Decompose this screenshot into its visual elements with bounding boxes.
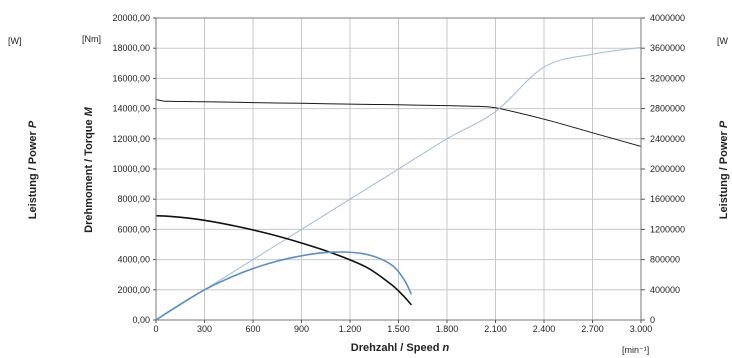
series-line-1 [155,99,642,147]
plot-frame [153,17,645,323]
outer-left-axis-title: Leistung / Power P [27,120,39,219]
x-tick-label: 900 [294,324,309,334]
y-left-tick-label: 8000,00 [117,194,150,204]
y-right-tick-label: 2000000 [650,164,685,174]
chart-series [155,46,642,321]
y-right-tick-label: 4000000 [650,13,685,23]
y-right-tick-label: 400000 [650,285,680,295]
y-left-tick-label: 2000,00 [117,285,150,295]
x-tick-label: 3.000 [630,324,653,334]
outer-right-axis-title: Leistung / Power P [718,120,730,219]
x-tick-label: 2.700 [581,324,604,334]
x-axis-title: Drehzahl / Speed n [351,342,450,354]
y-left-tick-label: 18000,00 [112,43,150,53]
x-tick-label: 1.200 [339,324,362,334]
y-left-tick-labels: 0,00 2000,00 4000,00 6000,00 8000,00 10000,00… [112,13,150,325]
y-left-tick-label: 10000,00 [112,164,150,174]
series-line-2 [155,46,642,321]
y-left-tick-label: 12000,00 [112,134,150,144]
x-tick-label: 2.100 [484,324,507,334]
y-right-tick-label: 800000 [650,255,680,265]
series-line-3 [155,215,413,306]
y-left-axis-title: Drehmoment / Torque M [83,106,95,233]
y-right-tick-label: 1200000 [650,224,685,234]
y-right-tick-label: 0 [650,315,655,325]
y-left-tick-label: 20000,00 [112,13,150,23]
y-left-tick-label: 14000,00 [112,104,150,114]
x-tick-label: 1.800 [436,324,459,334]
y-right-tick-label: 3200000 [650,73,685,83]
x-tick-label: 2.400 [533,324,556,334]
y-right-tick-labels: 0 400000 800000 1200000 1600000 2000000 240000… [650,13,685,325]
x-tick-label: 1.500 [387,324,410,334]
y-left-tick-label: 6000,00 [117,224,150,234]
x-axis-unit: [min⁻¹] [622,345,649,355]
outer-right-axis-unit: [W [717,36,729,46]
x-tick-label: 300 [197,324,212,334]
series-line-4 [155,251,413,321]
y-right-tick-label: 2400000 [650,134,685,144]
y-right-tick-label: 2800000 [650,104,685,114]
x-tick-label: 600 [245,324,260,334]
y-left-axis-unit: [Nm] [82,34,101,44]
y-right-tick-label: 1600000 [650,194,685,204]
y-right-tick-label: 3600000 [650,43,685,53]
y-left-tick-label: 0,00 [132,315,150,325]
y-left-tick-label: 4000,00 [117,255,150,265]
x-tick-labels: 0 300 600 900 1.200 1.500 1.800 2.100 2.400 2.700… [153,324,652,334]
outer-left-axis-unit: [W] [8,36,22,46]
x-tick-label: 0 [153,324,158,334]
y-left-tick-label: 16000,00 [112,73,150,83]
